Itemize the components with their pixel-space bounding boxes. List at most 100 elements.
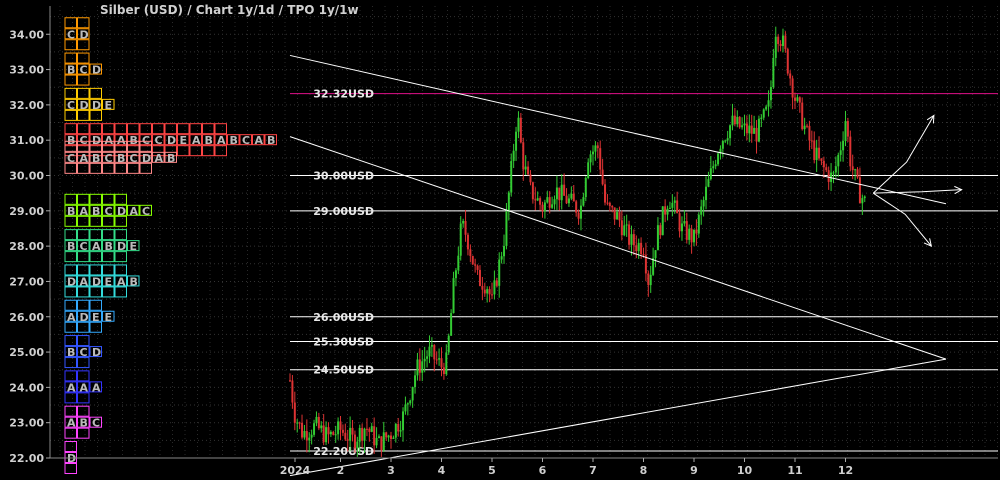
candle-body — [406, 403, 409, 405]
candle-body — [426, 356, 429, 359]
tpo-cell — [139, 123, 152, 135]
candle-body — [428, 346, 431, 357]
tpo-letter: B — [92, 205, 100, 218]
candle-body — [630, 234, 633, 245]
tpo-cell — [64, 275, 77, 287]
candle-body — [757, 118, 760, 142]
tpo-cell — [139, 162, 152, 174]
tpo-cell — [77, 392, 90, 404]
candle-body — [786, 49, 789, 74]
candle-body — [541, 204, 544, 212]
tpo-cell — [77, 299, 90, 311]
tpo-letter: C — [67, 99, 75, 112]
tpo-cell — [77, 123, 90, 135]
tpo-letter: C — [105, 205, 113, 218]
tpo-cell — [89, 299, 102, 311]
price-level-label: 22.20USD — [313, 445, 374, 458]
candle-body — [322, 425, 325, 443]
tpo-letter: C — [105, 152, 113, 165]
candle-body — [423, 358, 426, 362]
tpo-cell — [77, 193, 90, 205]
tpo-cell — [189, 134, 202, 146]
tpo-cell — [77, 204, 90, 216]
candle-body — [745, 123, 748, 134]
candle-body — [567, 198, 570, 204]
candle-body — [705, 186, 708, 201]
candle-body — [390, 435, 392, 439]
tpo-cell — [102, 140, 115, 152]
candle-body — [712, 166, 715, 169]
candle-body — [512, 150, 515, 162]
tpo-cell — [64, 28, 77, 40]
chart-title: Silber (USD) / Chart 1y/1d / TPO 1y/1w — [100, 3, 359, 17]
tpo-cell — [89, 134, 102, 146]
tpo-cell — [139, 134, 152, 146]
candle-body — [493, 280, 496, 295]
tpo-cell — [77, 109, 90, 121]
tpo-letter: D — [67, 275, 76, 288]
candle-body — [781, 35, 784, 47]
candle-body — [702, 200, 705, 207]
tpo-cell — [64, 98, 77, 110]
candle-body — [779, 43, 782, 47]
tpo-cell — [164, 145, 177, 157]
tpo-letter: C — [155, 134, 163, 147]
candle-body — [616, 212, 619, 220]
candle-body — [810, 140, 813, 142]
candle-body — [500, 256, 503, 260]
candle-body — [644, 254, 647, 274]
candle-body — [471, 255, 474, 265]
candle-body — [539, 198, 542, 205]
candle-body — [640, 242, 643, 255]
tpo-letter: D — [80, 311, 89, 324]
candle-body — [801, 102, 804, 130]
forecast-arrow — [873, 189, 962, 194]
tpo-letter: E — [130, 240, 138, 253]
tpo-letter: B — [205, 134, 213, 147]
candle-body — [414, 375, 417, 387]
tpo-cell — [64, 357, 77, 369]
candle-body — [604, 184, 607, 203]
candle-body — [620, 220, 623, 236]
price-level-label: 32.32USD — [313, 88, 374, 101]
tpo-cell — [64, 463, 77, 474]
trendline — [289, 136, 947, 360]
candle-body — [760, 117, 763, 119]
tpo-cell — [114, 134, 127, 146]
tpo-letter: B — [267, 134, 275, 147]
tpo-letter: D — [80, 28, 89, 41]
candle-body — [796, 97, 799, 101]
candle-body — [656, 225, 659, 251]
candle-body — [623, 225, 626, 236]
tpo-cell — [89, 251, 102, 263]
candle-body — [301, 422, 304, 438]
tpo-cell — [89, 204, 102, 216]
candle-body — [592, 151, 594, 155]
tpo-letter: C — [242, 134, 250, 147]
price-level-label: 25.30USD — [313, 335, 374, 348]
tpo-cell — [64, 123, 77, 135]
price-level-label: 26.00USD — [313, 311, 374, 324]
tpo-cell — [114, 162, 127, 174]
candle-body — [729, 125, 732, 139]
candle-body — [798, 97, 801, 103]
candle-body — [820, 158, 823, 161]
tpo-letter: A — [80, 152, 89, 165]
tpo-cell — [89, 416, 102, 428]
candle-body — [488, 289, 491, 295]
tpo-cell — [102, 264, 115, 276]
candle-body — [435, 359, 438, 361]
candle-body — [457, 255, 460, 271]
tpo-letter: C — [80, 346, 88, 359]
tpo-cell — [252, 134, 265, 146]
y-tick-label: 28.00 — [9, 240, 44, 253]
candle-body — [769, 86, 772, 101]
tpo-letter: B — [80, 417, 88, 430]
tpo-cell — [114, 286, 127, 298]
candle-body — [325, 427, 328, 443]
candle-body — [519, 117, 522, 143]
candle-body — [717, 153, 720, 165]
candle-body — [678, 213, 681, 232]
tpo-cell — [77, 357, 90, 369]
